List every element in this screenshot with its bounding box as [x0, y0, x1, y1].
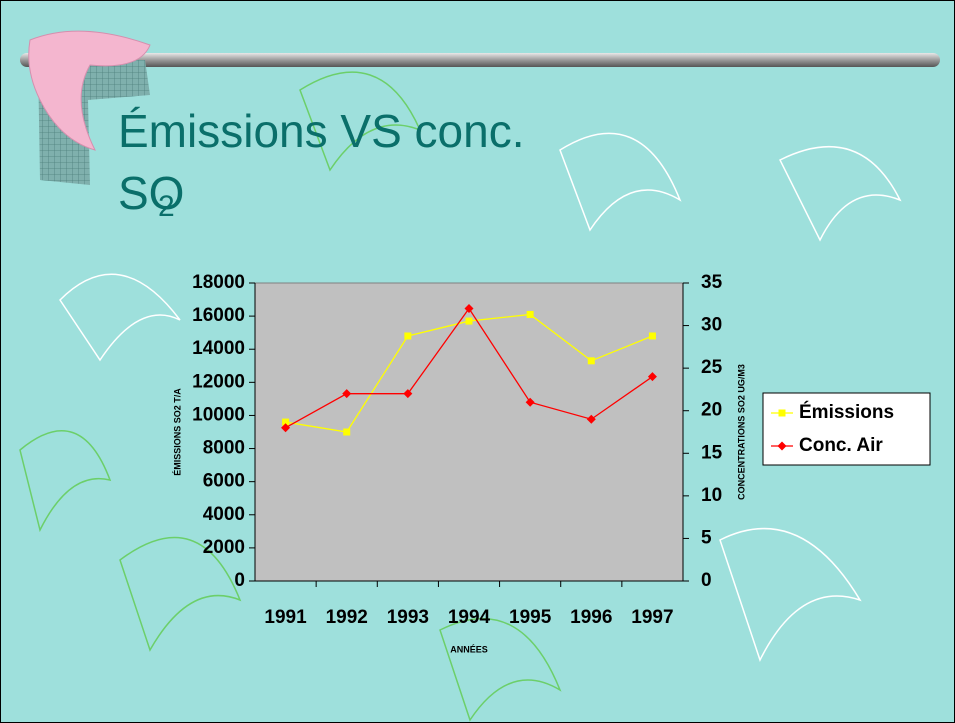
- x-tick-label: 1993: [387, 607, 429, 628]
- y-tick-label: 10000: [192, 404, 245, 425]
- data-point: [649, 332, 656, 339]
- y-axis-label: ÉMISSIONS SO2 T/A: [172, 388, 182, 476]
- data-point: [343, 429, 350, 436]
- title-subscript: 2: [158, 190, 175, 223]
- y2-tick-label: 35: [701, 272, 723, 293]
- data-point: [404, 332, 411, 339]
- y-tick-label: 2000: [203, 537, 245, 558]
- y2-tick-label: 25: [701, 357, 723, 378]
- plot-area: [255, 283, 683, 581]
- y-tick-label: 8000: [203, 438, 245, 459]
- y2-axis-label: CONCENTRATIONS SO2 UG/M3: [736, 364, 746, 500]
- y-tick-label: 0: [234, 570, 245, 591]
- data-point: [466, 318, 473, 325]
- y-tick-label: 12000: [192, 371, 245, 392]
- legend-marker: [779, 410, 786, 417]
- y2-tick-label: 15: [701, 442, 723, 463]
- y2-tick-label: 5: [701, 527, 712, 548]
- legend-label: Émissions: [799, 401, 894, 423]
- title-bar: [20, 53, 940, 67]
- y-tick-label: 16000: [192, 305, 245, 326]
- x-tick-label: 1997: [631, 607, 673, 628]
- x-tick-label: 1996: [570, 607, 612, 628]
- slide: Émissions VS conc.SO 2 02000400060008000…: [0, 0, 955, 723]
- y2-tick-label: 30: [701, 315, 722, 336]
- y-tick-label: 14000: [192, 338, 245, 359]
- x-tick-label: 1991: [264, 607, 307, 628]
- x-tick-label: 1995: [509, 607, 552, 628]
- y-tick-label: 4000: [203, 504, 245, 525]
- legend-label: Conc. Air: [799, 435, 883, 456]
- y2-tick-label: 20: [701, 400, 722, 421]
- data-point: [527, 311, 534, 318]
- data-point: [588, 357, 595, 364]
- x-axis-label: ANNÉES: [450, 644, 488, 654]
- y-tick-label: 18000: [192, 272, 245, 293]
- y-tick-label: 6000: [203, 471, 245, 492]
- y2-tick-label: 0: [701, 570, 712, 591]
- x-tick-label: 1992: [326, 607, 368, 628]
- y2-tick-label: 10: [701, 485, 722, 506]
- x-tick-label: 1994: [448, 607, 491, 628]
